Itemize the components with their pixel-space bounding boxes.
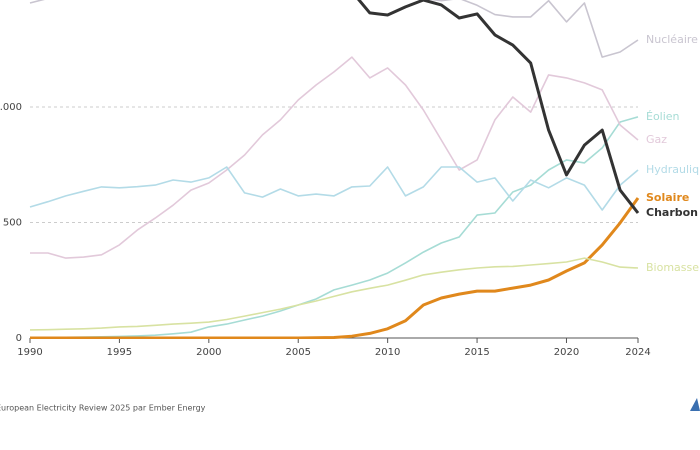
series-label: Solaire xyxy=(646,191,689,204)
x-tick-label: 2000 xyxy=(196,347,221,358)
x-tick-label: 2024 xyxy=(625,347,650,358)
x-tick-label: 2005 xyxy=(286,347,311,358)
series-label: Charbon xyxy=(646,206,698,219)
x-tick-label: 2010 xyxy=(375,347,400,358)
series-label: Biomasse xyxy=(646,261,699,274)
series-line xyxy=(30,56,639,259)
x-tick-label: 1990 xyxy=(17,347,42,358)
x-tick-label: 2020 xyxy=(554,347,579,358)
series-label: Éolien xyxy=(646,110,680,123)
series-label: Hydraulique xyxy=(646,163,700,176)
series-label: Gaz xyxy=(646,133,667,146)
series-line xyxy=(29,257,639,331)
labels: Nucléaire Éolien Gaz Hydraulique Solaire Char… xyxy=(646,33,700,274)
series-line xyxy=(30,197,640,339)
y-tick-label: 500 xyxy=(3,217,22,228)
source: European Electricity Review 2025 par Emb… xyxy=(0,404,206,413)
series-line xyxy=(29,166,639,211)
x-tick-label: 2015 xyxy=(464,347,489,358)
series-line xyxy=(29,0,639,58)
grid: 0 500 1.000 1990 1995 2000 2005 2010 2015 2020 202… xyxy=(0,102,651,358)
y-tick-label: 0 xyxy=(16,333,22,344)
y-tick-label: 1.000 xyxy=(0,102,22,113)
series-label: Nucléaire xyxy=(646,33,698,46)
series-line xyxy=(29,116,639,339)
lines xyxy=(29,0,640,339)
x-tick-label: 1995 xyxy=(107,347,132,358)
logo xyxy=(690,398,700,411)
series-line xyxy=(357,0,640,214)
